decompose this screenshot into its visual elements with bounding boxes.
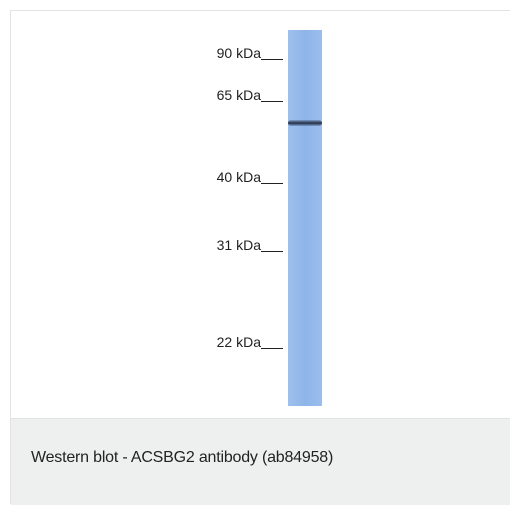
marker-tick	[261, 59, 283, 60]
marker-tick	[261, 348, 283, 349]
marker-label: 40 kDa	[216, 169, 261, 185]
marker-65kda: 65 kDa	[11, 86, 283, 106]
marker-tick	[261, 251, 283, 252]
protein-band	[288, 120, 322, 126]
caption-text: Western blot - ACSBG2 antibody (ab84958)	[31, 449, 334, 466]
marker-31kda: 31 kDa	[11, 236, 283, 256]
image-card: 90 kDa 65 kDa 40 kDa 31 kDa 22 kDa Weste…	[10, 10, 510, 505]
marker-40kda: 40 kDa	[11, 168, 283, 188]
blot-lane	[288, 30, 322, 406]
image-caption: Western blot - ACSBG2 antibody (ab84958)	[11, 418, 510, 505]
marker-tick	[261, 101, 283, 102]
marker-label: 31 kDa	[216, 237, 261, 253]
western-blot-image[interactable]: 90 kDa 65 kDa 40 kDa 31 kDa 22 kDa	[11, 11, 510, 418]
marker-label: 90 kDa	[216, 45, 261, 61]
marker-label: 22 kDa	[216, 334, 261, 350]
marker-label: 65 kDa	[216, 87, 261, 103]
marker-tick	[261, 183, 283, 184]
marker-90kda: 90 kDa	[11, 44, 283, 64]
marker-22kda: 22 kDa	[11, 333, 283, 353]
